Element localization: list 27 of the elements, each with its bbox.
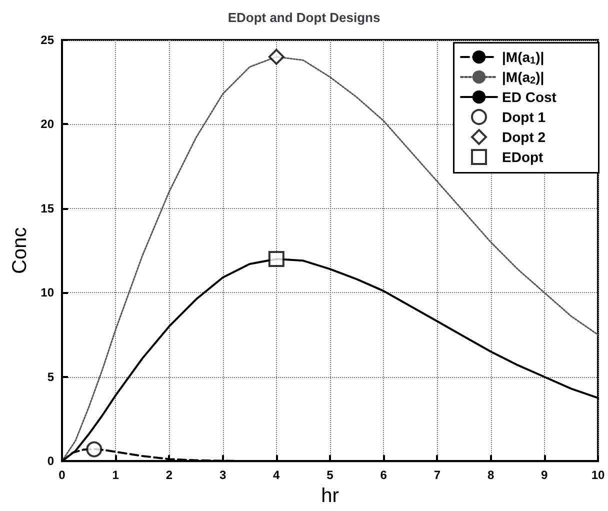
point [268, 48, 284, 65]
legend-label: Dopt 2 [502, 129, 546, 145]
y-tick-label: 10 [40, 286, 54, 300]
x-tick-label: 2 [166, 468, 173, 482]
x-tick-label: 8 [487, 468, 494, 482]
x-tick-label: 7 [434, 468, 441, 482]
y-tick-label: 20 [40, 117, 54, 132]
x-tick-label: 10 [591, 468, 605, 482]
x-tick-label: 3 [219, 468, 226, 482]
point [268, 250, 284, 267]
legend-label: Dopt 1 [502, 109, 546, 125]
x-tick-label: 5 [326, 468, 334, 482]
legend-label: ED Cost [502, 89, 557, 105]
y-tick-label: 0 [47, 454, 54, 468]
x-tick-label: 1 [112, 468, 120, 482]
y-axis-title: Conc [8, 227, 31, 274]
x-tick-label: 4 [273, 468, 280, 482]
y-tick-label: 25 [40, 33, 54, 47]
chart-title: EDopt and Dopt Designs [228, 10, 380, 25]
point [86, 441, 102, 458]
legend-label: EDopt [502, 149, 544, 165]
y-tick-label: 5 [47, 370, 54, 384]
x-tick-label: 6 [380, 468, 388, 482]
x-tick-label: 0 [58, 468, 66, 482]
x-tick-label: 9 [541, 468, 548, 482]
x-axis-title: hr [321, 485, 340, 507]
y-tick-label: 15 [40, 201, 54, 216]
